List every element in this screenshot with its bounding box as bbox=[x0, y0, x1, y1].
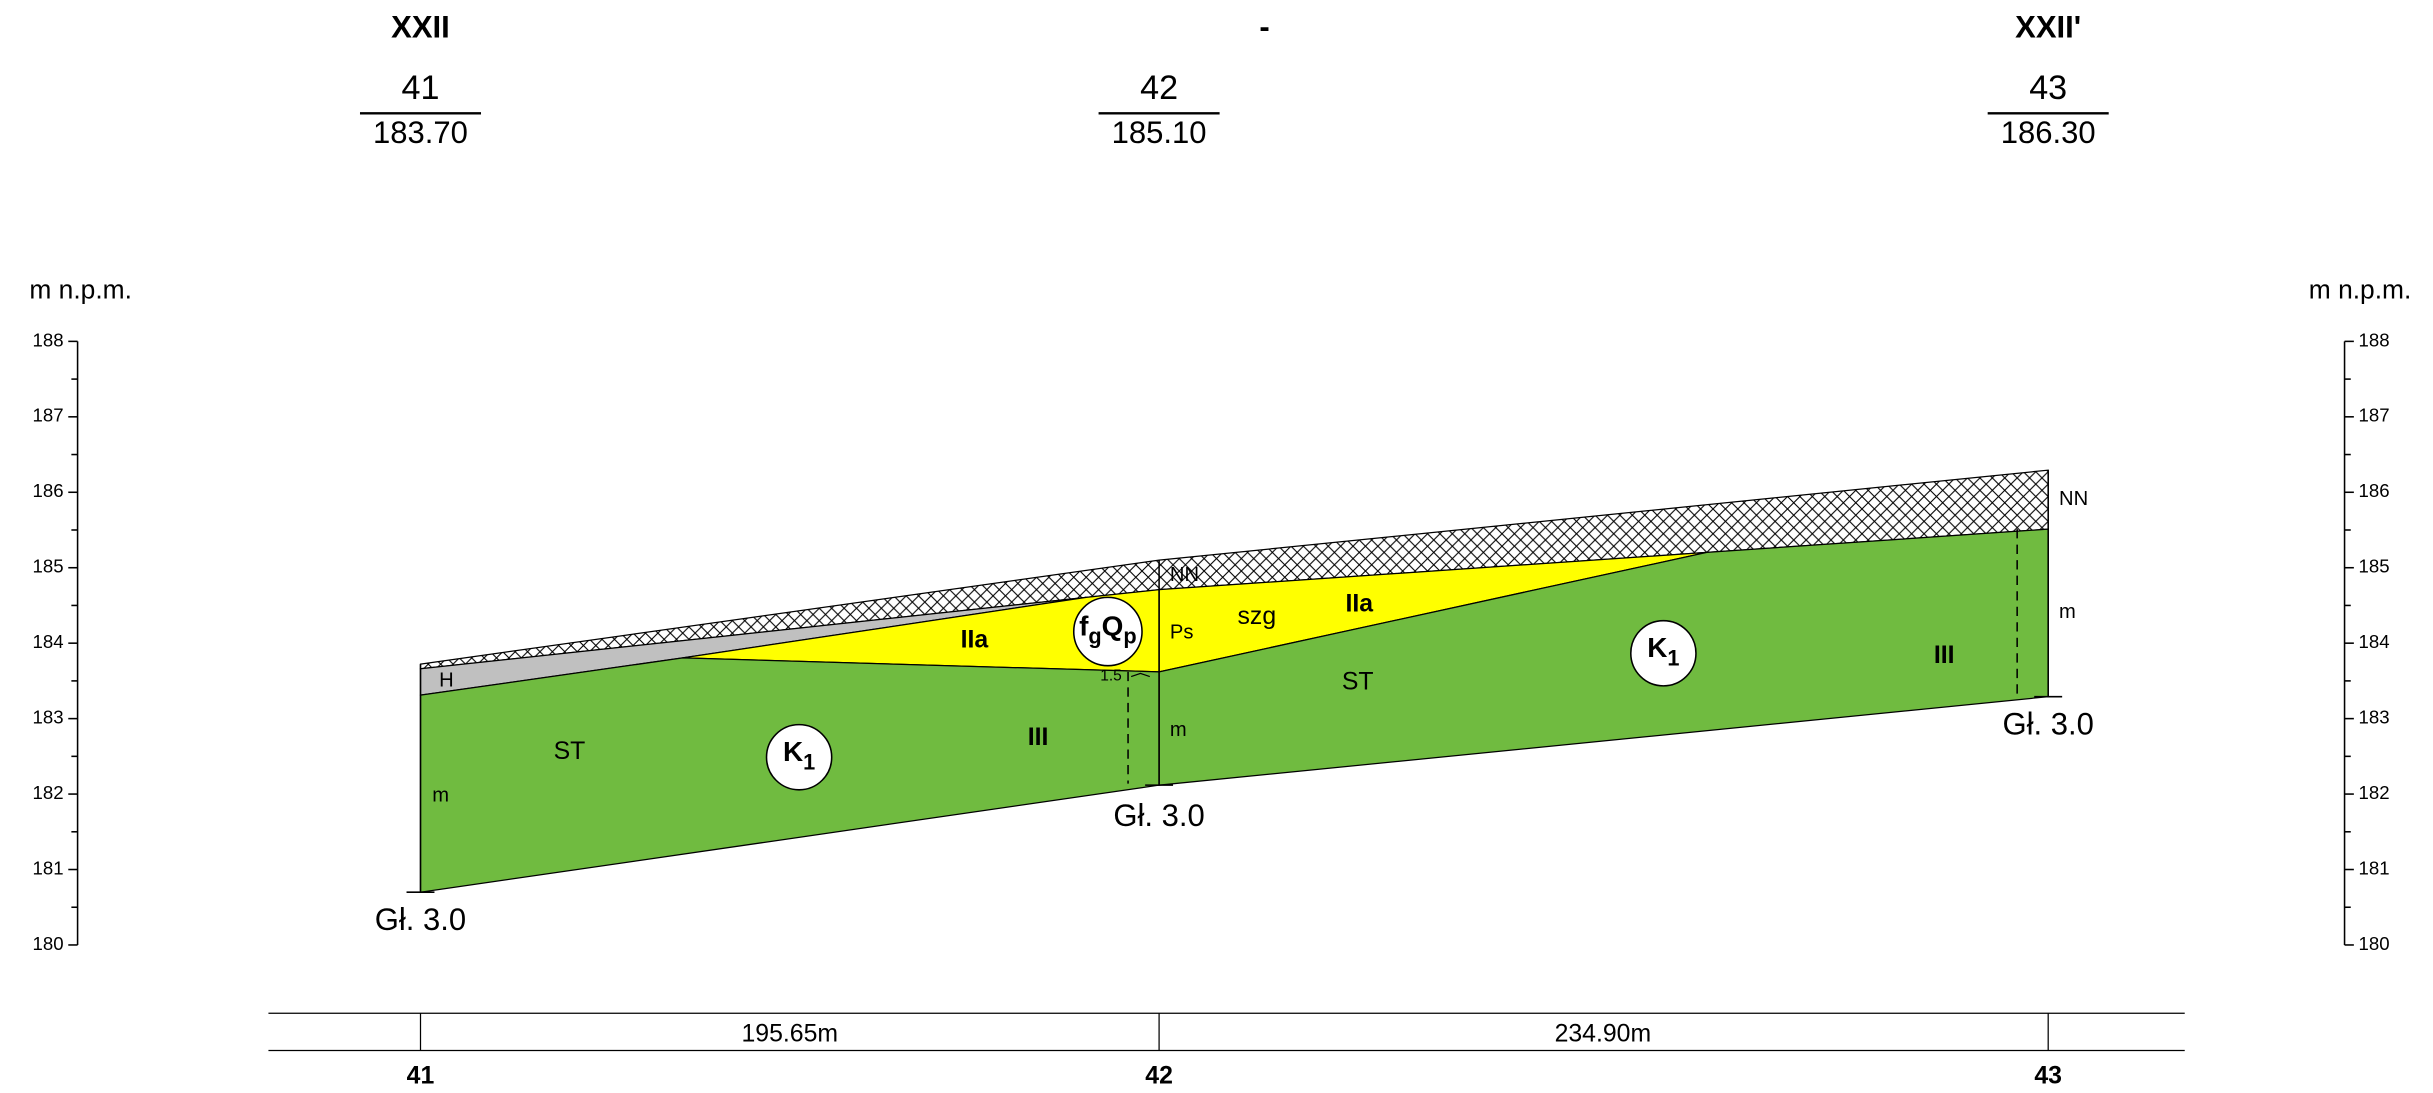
tick-label: 182 bbox=[33, 782, 64, 803]
layer-label: NN bbox=[2059, 488, 2088, 510]
header-center: - bbox=[1259, 10, 1269, 45]
subscript: 1 bbox=[1667, 645, 1679, 670]
layer-label: m bbox=[2059, 601, 2076, 623]
borehole-number: 43 bbox=[2029, 69, 2067, 107]
symbol-letter: f bbox=[1079, 611, 1089, 642]
station: 43 bbox=[2034, 1062, 2062, 1089]
tick-label: 186 bbox=[33, 480, 64, 501]
borehole-number: 41 bbox=[402, 69, 440, 107]
depth-label: Gł. 3.0 bbox=[1113, 798, 1204, 833]
symbol-letter: K bbox=[783, 736, 803, 767]
symbol-circle bbox=[1072, 596, 1143, 667]
layer-label: szg bbox=[1238, 603, 1277, 630]
layer-label: Ps bbox=[1170, 621, 1194, 643]
symbol-circle bbox=[765, 723, 833, 791]
borehole-elevation: 183.70 bbox=[373, 115, 468, 150]
borehole-elevation: 186.30 bbox=[2001, 115, 2096, 150]
tick-label: 180 bbox=[2359, 933, 2390, 954]
water-mark bbox=[1130, 672, 1150, 678]
layer-label: m bbox=[1170, 719, 1187, 741]
layer-label: ST bbox=[554, 738, 586, 765]
tick-label: 184 bbox=[33, 631, 64, 652]
layer-label: IIa bbox=[961, 626, 989, 653]
station: 41 bbox=[407, 1062, 435, 1089]
layer-label: NN bbox=[1170, 564, 1199, 586]
layer-label: H bbox=[439, 670, 454, 692]
distance: 234.90m bbox=[1555, 1021, 1652, 1048]
layer-label: III bbox=[1028, 724, 1049, 751]
axis-label-left: m n.p.m. bbox=[29, 275, 132, 305]
layer-label: III bbox=[1934, 642, 1955, 669]
station: 42 bbox=[1145, 1062, 1173, 1089]
subscript: 1 bbox=[803, 749, 815, 774]
tick-label: 182 bbox=[2359, 782, 2390, 803]
tick-label: 188 bbox=[33, 329, 64, 350]
tick-label: 183 bbox=[33, 707, 64, 728]
distance: 195.65m bbox=[742, 1021, 839, 1048]
tick-label: 185 bbox=[33, 556, 64, 577]
symbol: K1 bbox=[783, 736, 815, 774]
tick-label: 183 bbox=[2359, 707, 2390, 728]
layer-label: m bbox=[432, 784, 449, 806]
symbol: fgQp bbox=[1079, 611, 1137, 649]
tick-label: 180 bbox=[33, 933, 64, 954]
symbol-letter: K bbox=[1647, 633, 1667, 664]
axis-label-right: m n.p.m. bbox=[2309, 275, 2412, 305]
borehole-elevation: 185.10 bbox=[1112, 115, 1207, 150]
symbol: K1 bbox=[1647, 633, 1679, 671]
tick-label: 187 bbox=[2359, 405, 2390, 426]
borehole-number: 42 bbox=[1140, 69, 1178, 107]
tick-label: 184 bbox=[2359, 631, 2390, 652]
layer-label: ST bbox=[1342, 668, 1374, 695]
tick-label: 188 bbox=[2359, 329, 2390, 350]
symbol-circle bbox=[1630, 619, 1697, 687]
subscript: g bbox=[1088, 623, 1101, 648]
depth-label: Gł. 3.0 bbox=[375, 902, 466, 937]
tick-label: 181 bbox=[33, 857, 64, 878]
tick-label: 186 bbox=[2359, 480, 2390, 501]
tick-label: 187 bbox=[33, 405, 64, 426]
subscript: p bbox=[1123, 623, 1136, 648]
header-left: XXII bbox=[391, 10, 450, 45]
header-right: XXII' bbox=[2015, 10, 2081, 45]
tick-label: 185 bbox=[2359, 556, 2390, 577]
symbol-letter: Q bbox=[1102, 611, 1124, 642]
layer-label: IIa bbox=[1345, 591, 1373, 618]
depth-label: Gł. 3.0 bbox=[2003, 706, 2094, 741]
tick-label: 181 bbox=[2359, 857, 2390, 878]
water-level: 1.5 bbox=[1100, 668, 1122, 685]
